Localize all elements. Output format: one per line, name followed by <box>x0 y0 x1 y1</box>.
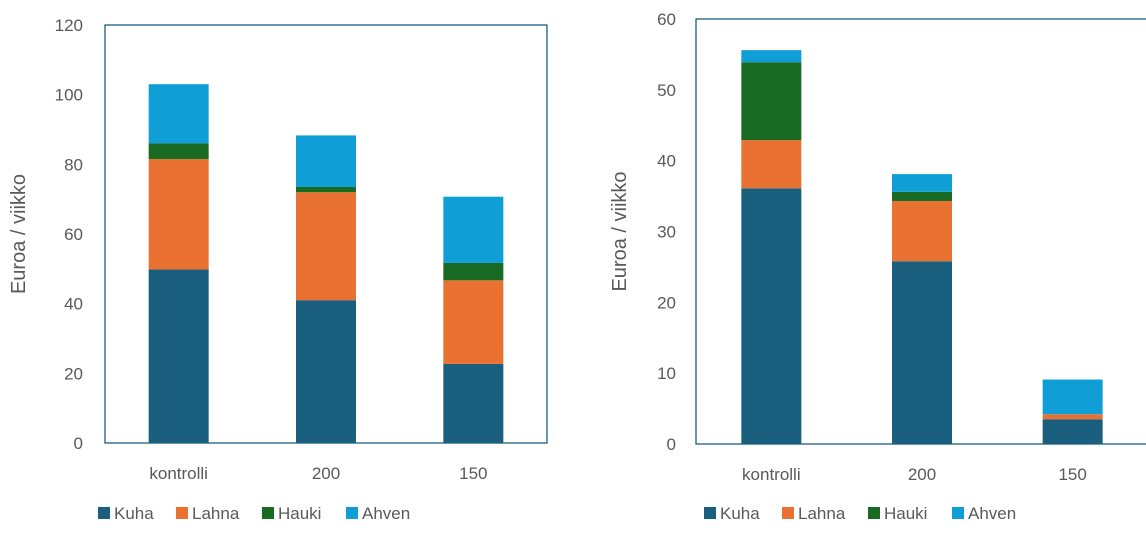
bar-segment-ahven <box>296 135 356 187</box>
bar-segment-ahven <box>741 50 802 63</box>
y-tick-label: 40 <box>64 295 83 314</box>
y-tick-label: 60 <box>64 225 83 244</box>
legend-swatch <box>346 507 358 519</box>
y-tick-label: 10 <box>657 364 676 383</box>
x-category-label: 150 <box>459 464 487 483</box>
legend-swatch <box>704 507 716 519</box>
bar-segment-hauki <box>148 143 209 160</box>
legend-swatch <box>868 507 880 519</box>
y-tick-label: 0 <box>74 434 83 453</box>
bar-segment-lahna <box>443 280 504 364</box>
legend-swatch <box>782 507 794 519</box>
x-category-label: 200 <box>908 465 936 484</box>
bar-segment-kuha <box>1042 419 1103 444</box>
x-category-label: 200 <box>312 464 340 483</box>
legend-label: Kuha <box>720 504 760 523</box>
bar-segment-lahna <box>296 192 356 301</box>
legend-swatch <box>262 507 274 519</box>
bar-segment-kuha <box>741 188 802 444</box>
x-category-label: kontrolli <box>149 464 208 483</box>
bar-segment-hauki <box>741 62 802 141</box>
bar-segment-lahna <box>1042 414 1103 420</box>
legend-swatch <box>98 507 110 519</box>
bar-segment-ahven <box>892 174 952 192</box>
y-tick-label: 20 <box>657 293 676 312</box>
bar-segment-kuha <box>148 269 209 443</box>
bar-segment-hauki <box>296 186 356 193</box>
bar-segment-lahna <box>148 159 209 270</box>
y-tick-label: 50 <box>657 81 676 100</box>
y-tick-label: 20 <box>64 364 83 383</box>
y-tick-label: 100 <box>55 86 83 105</box>
bar-segment-hauki <box>892 191 952 202</box>
x-category-label: 150 <box>1058 465 1086 484</box>
bar-segment-kuha <box>443 363 504 443</box>
legend-label: Lahna <box>798 504 846 523</box>
legend-swatch <box>176 507 188 519</box>
y-axis-label: Euroa / viikko <box>8 174 30 294</box>
bar-segment-kuha <box>892 261 952 444</box>
bar-segment-ahven <box>443 196 504 263</box>
legend-swatch <box>952 507 964 519</box>
y-tick-label: 30 <box>657 223 676 242</box>
y-tick-label: 0 <box>667 435 676 454</box>
bar-segment-hauki <box>443 262 504 281</box>
legend-label: Ahven <box>968 504 1016 523</box>
y-tick-label: 60 <box>657 10 676 29</box>
chart-right: 0 10 20 30 40 50 60 Euroa / viikko kontrolli 200 1… <box>609 10 1146 523</box>
y-tick-label: 40 <box>657 152 676 171</box>
legend-label: Hauki <box>278 504 321 523</box>
bar-segment-lahna <box>741 140 802 189</box>
y-axis-label: Euroa / viikko <box>609 171 631 291</box>
bar-segment-kuha <box>296 300 356 443</box>
chart-left: 0 20 40 60 80 100 120 Euroa / viikko kontrolli 20… <box>8 16 548 523</box>
bar-segment-ahven <box>1042 379 1103 415</box>
x-category-label: kontrolli <box>742 465 801 484</box>
legend-label: Lahna <box>192 504 240 523</box>
bar-segment-ahven <box>148 84 209 144</box>
bar-segment-lahna <box>892 201 952 262</box>
legend-label: Ahven <box>362 504 410 523</box>
legend-label: Kuha <box>114 504 154 523</box>
legend-label: Hauki <box>884 504 927 523</box>
y-tick-label: 80 <box>64 155 83 174</box>
y-tick-label: 120 <box>55 16 83 35</box>
